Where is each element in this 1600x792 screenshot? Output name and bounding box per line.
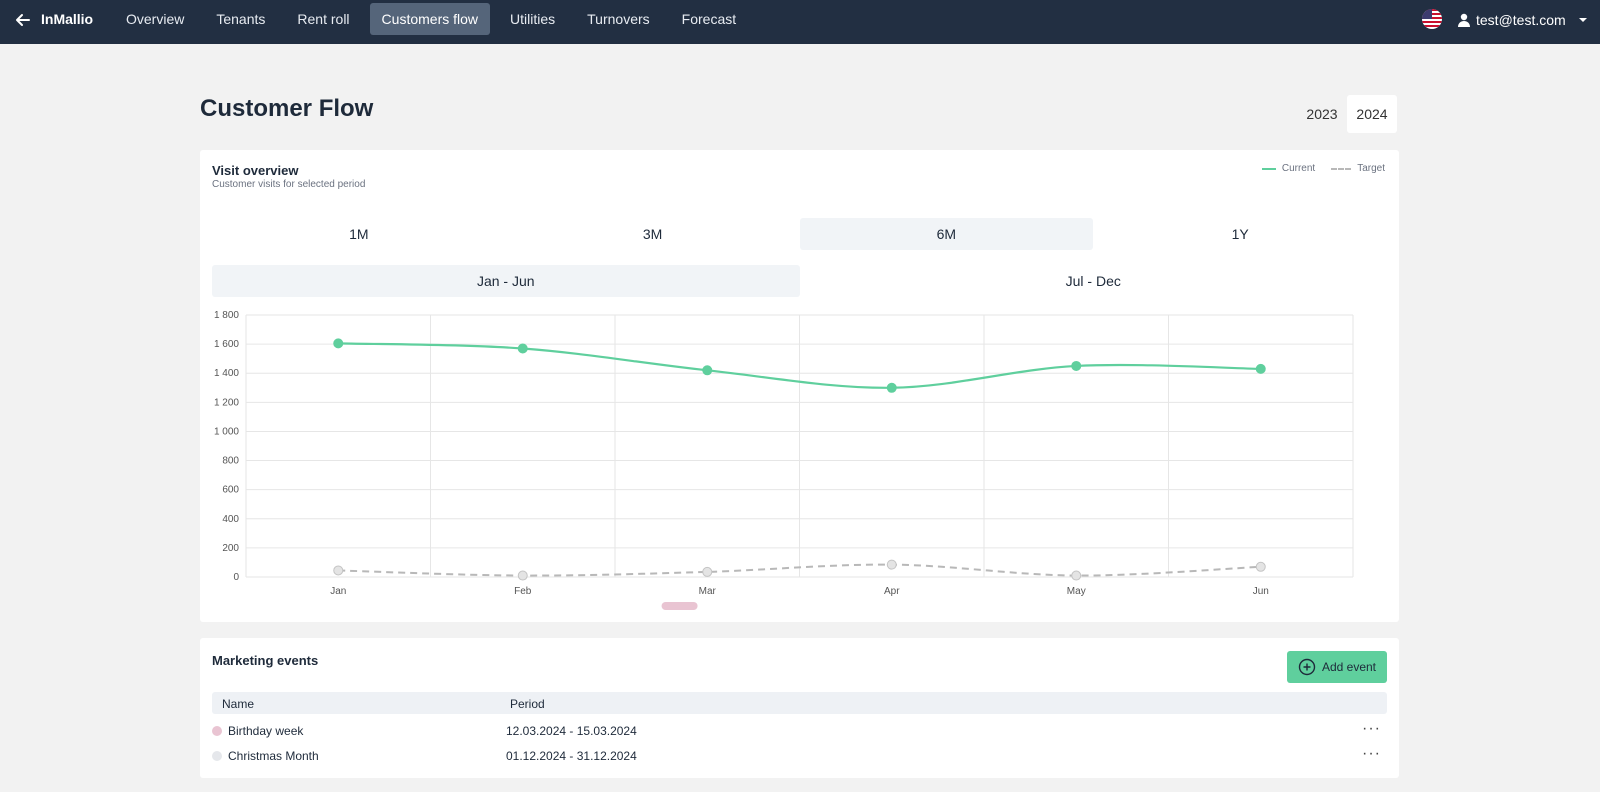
- x-tick-label: Apr: [884, 586, 900, 597]
- event-color-dot: [212, 751, 222, 761]
- y-tick-label: 1 000: [214, 426, 239, 437]
- column-name: Name: [222, 697, 255, 711]
- main-nav: Overview Tenants Rent roll Customers flo…: [114, 3, 756, 35]
- x-tick-label: Jan: [330, 586, 346, 597]
- user-email: test@test.com: [1476, 12, 1566, 28]
- brand-logo[interactable]: InMallio: [41, 11, 94, 27]
- year-tab-2024[interactable]: 2024: [1347, 95, 1397, 133]
- event-name: Birthday week: [228, 724, 304, 738]
- add-event-button[interactable]: Add event: [1287, 651, 1387, 683]
- x-tick-label: Feb: [514, 586, 532, 597]
- event-period: 12.03.2024 - 15.03.2024: [506, 724, 637, 738]
- range-tab-3m[interactable]: 3M: [642, 226, 663, 242]
- current-series-line: [338, 342, 1261, 389]
- current-series-point: [886, 382, 897, 393]
- more-options-icon[interactable]: ···: [1362, 745, 1381, 762]
- current-series-point: [517, 343, 528, 354]
- add-event-label: Add event: [1321, 660, 1377, 674]
- legend-current-swatch: [1261, 167, 1276, 170]
- range-tab-1m[interactable]: 1M: [349, 226, 369, 242]
- year-selector: 2023 2024: [1297, 95, 1397, 133]
- y-tick-label: 0: [233, 572, 239, 583]
- visit-overview-title: Visit overview: [212, 163, 299, 178]
- us-flag-icon[interactable]: [1422, 9, 1442, 29]
- event-period: 01.12.2024 - 31.12.2024: [506, 749, 637, 763]
- target-series-point: [333, 565, 344, 576]
- y-tick-label: 1 800: [214, 310, 239, 321]
- more-options-icon[interactable]: ···: [1362, 720, 1381, 737]
- legend-target-swatch: [1331, 167, 1352, 170]
- legend-current-label[interactable]: Current: [1281, 163, 1316, 174]
- x-tick-label: Jun: [1253, 586, 1269, 597]
- visit-overview-card: Visit overview Customer visits for selec…: [200, 150, 1399, 622]
- visit-line-chart: 0 200 400 600 800 1 000 1 200 1 400 1 600 1 800 Ja…: [214, 310, 1354, 610]
- range-tab-6m[interactable]: 6M: [799, 218, 1094, 250]
- chart-legend: Current Target: [1261, 163, 1385, 174]
- range-tab-1y[interactable]: 1Y: [1231, 226, 1249, 242]
- current-series-point: [1255, 363, 1266, 374]
- event-marker: [661, 602, 698, 610]
- nav-forecast[interactable]: Forecast: [681, 11, 737, 27]
- nav-utilities[interactable]: Utilities: [510, 11, 556, 27]
- plus-circle-icon: [1298, 658, 1316, 676]
- nav-customers-flow[interactable]: Customers flow: [369, 3, 491, 35]
- target-series-point: [702, 566, 713, 577]
- target-series-point: [1071, 570, 1082, 581]
- half-tab-jul-dec[interactable]: Jul - Dec: [1065, 273, 1121, 289]
- user-icon: [1458, 13, 1470, 27]
- table-row[interactable]: Christmas Month 01.12.2024 - 31.12.2024 …: [212, 745, 1387, 767]
- event-color-dot: [212, 726, 222, 736]
- arrow-left-icon[interactable]: [13, 10, 33, 30]
- x-tick-label: May: [1067, 586, 1086, 597]
- nav-overview[interactable]: Overview: [126, 11, 185, 27]
- column-period: Period: [510, 697, 545, 711]
- current-series-point: [702, 365, 713, 376]
- marketing-events-title: Marketing events: [212, 653, 319, 668]
- year-tab-2023[interactable]: 2023: [1306, 106, 1338, 122]
- y-tick-label: 200: [222, 543, 239, 554]
- current-series-point: [333, 338, 344, 349]
- y-tick-label: 1 400: [214, 368, 239, 379]
- marketing-events-card: Marketing events Add event Name Period B…: [200, 638, 1399, 778]
- page-title: Customer Flow: [200, 95, 374, 122]
- user-menu[interactable]: test@test.com: [1457, 10, 1588, 30]
- target-series-point: [886, 559, 897, 570]
- table-row[interactable]: Birthday week 12.03.2024 - 15.03.2024 ··…: [212, 720, 1387, 742]
- caret-down-icon: [1578, 18, 1587, 22]
- event-name: Christmas Month: [228, 749, 319, 763]
- top-navigation-bar: InMallio Overview Tenants Rent roll Cust…: [0, 0, 1600, 44]
- events-table-header: Name Period: [212, 692, 1387, 714]
- y-tick-label: 600: [222, 485, 239, 496]
- half-tab-jan-jun[interactable]: Jan - Jun: [212, 265, 800, 297]
- nav-turnovers[interactable]: Turnovers: [587, 11, 650, 27]
- target-series-point: [517, 570, 528, 581]
- nav-rent-roll[interactable]: Rent roll: [297, 11, 350, 27]
- target-series-line: [338, 563, 1261, 577]
- x-tick-label: Mar: [699, 586, 717, 597]
- range-tabs: 1M 3M 6M 1Y: [212, 218, 1387, 250]
- y-tick-label: 800: [222, 456, 239, 467]
- visit-overview-subtitle: Customer visits for selected period: [212, 179, 366, 190]
- y-tick-label: 400: [222, 514, 239, 525]
- target-series-point: [1255, 561, 1266, 572]
- half-year-tabs: Jan - Jun Jul - Dec: [212, 265, 1387, 297]
- legend-target-label[interactable]: Target: [1357, 163, 1385, 174]
- current-series-point: [1071, 360, 1082, 371]
- y-tick-label: 1 200: [214, 397, 239, 408]
- nav-tenants[interactable]: Tenants: [216, 11, 266, 27]
- y-tick-label: 1 600: [214, 339, 239, 350]
